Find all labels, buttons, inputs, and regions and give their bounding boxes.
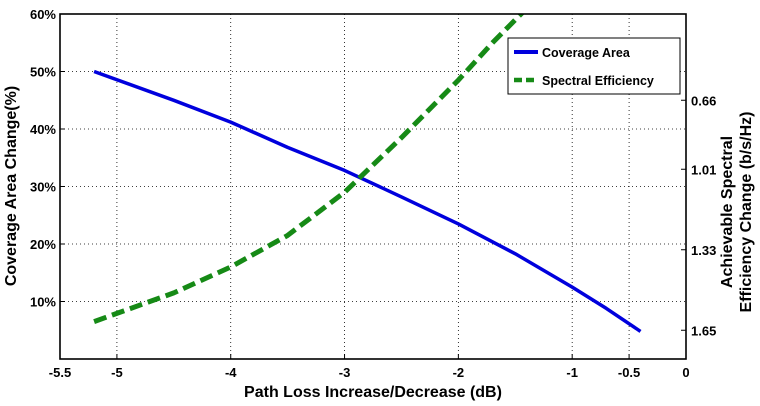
legend-box: [507, 37, 681, 95]
legend: Coverage Area Spectral Efficiency: [507, 37, 681, 95]
series-line-coverage-area: [93, 69, 642, 333]
x-tick-label: -4: [225, 365, 237, 380]
right-y-axis: 0.66 1.01 1.33 1.65: [681, 93, 716, 338]
right-y-tick-label: 0.66: [691, 93, 716, 108]
series-line-spectral-efficiency: [93, 14, 525, 324]
x-tick-label: -5: [111, 365, 123, 380]
right-y-axis-title-line-1: Achievable Spectral: [719, 136, 736, 288]
left-y-tick-label: 30%: [30, 180, 56, 195]
x-tick-label: -0.5: [618, 365, 640, 380]
grid: [60, 14, 686, 359]
x-axis: -5.5 -5 -4 -3 -2 -1 -0.5 0: [49, 354, 690, 380]
x-tick-label: -5.5: [49, 365, 71, 380]
right-y-tick-label: 1.33: [691, 243, 716, 258]
left-y-tick-label: 20%: [30, 237, 56, 252]
x-tick-label: -3: [339, 365, 351, 380]
legend-label-spectral-efficiency: Spectral Efficiency: [542, 74, 654, 88]
right-y-axis-title-line-2: Efficiency Change (b/s/Hz): [738, 112, 755, 313]
left-y-tick-label: 40%: [30, 122, 56, 137]
x-tick-label: 0: [682, 365, 689, 380]
right-y-tick-label: 1.65: [691, 323, 716, 338]
right-y-tick-label: 1.01: [691, 162, 716, 177]
left-y-axis: 10% 20% 30% 40% 50% 60%: [30, 7, 65, 310]
left-y-tick-label: 60%: [30, 7, 56, 22]
left-y-axis-title: Coverage Area Change(%): [3, 86, 20, 286]
plot-area: [93, 14, 642, 333]
x-axis-title: Path Loss Increase/Decrease (dB): [244, 384, 502, 401]
legend-label-coverage-area: Coverage Area: [542, 46, 631, 60]
left-y-tick-label: 10%: [30, 295, 56, 310]
x-tick-label: -1: [566, 365, 578, 380]
left-y-tick-label: 50%: [30, 65, 56, 80]
x-tick-label: -2: [453, 365, 465, 380]
